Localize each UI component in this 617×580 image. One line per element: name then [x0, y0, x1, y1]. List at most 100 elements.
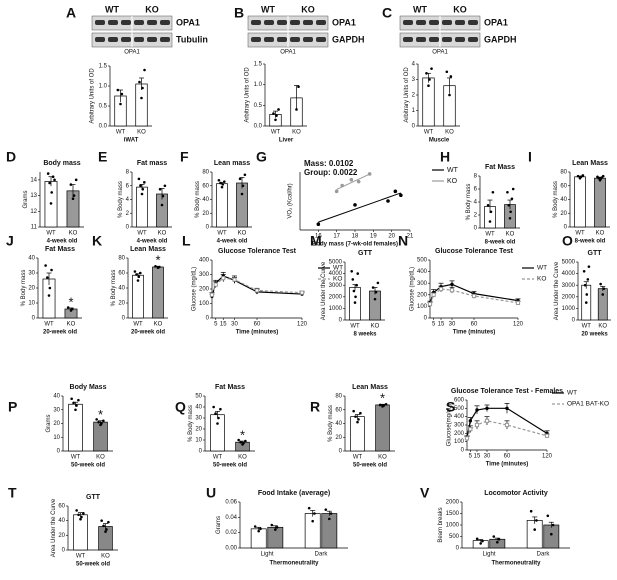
x-tick-label: 16 [315, 234, 322, 240]
x-tick-label: WT [575, 231, 585, 237]
x-axis-label: Time (minutes) [486, 462, 529, 468]
y-tick-label: 5000 [329, 260, 343, 266]
data-point [243, 173, 247, 177]
x-axis-label: 8 weeks [353, 332, 377, 338]
y-axis-label: Grams [216, 516, 222, 534]
blot-band [95, 37, 105, 42]
data-point [316, 222, 321, 226]
data-point [438, 286, 444, 292]
data-point [275, 526, 279, 529]
legend-label: OPA1 BAT-KO [567, 401, 609, 408]
y-tick-label: 3 [412, 77, 416, 83]
data-point [313, 512, 316, 515]
panel-title: GTT [358, 250, 373, 257]
blot-band [468, 37, 478, 42]
data-point [138, 80, 141, 84]
y-tick-label: 40 [560, 197, 567, 203]
panel-title: GTT [588, 250, 603, 257]
blot-band [108, 20, 118, 25]
y-tick-label: 300 [417, 281, 428, 287]
legend-label: KO [447, 178, 458, 185]
data-point [49, 202, 53, 205]
x-tick-label: KO [238, 455, 247, 461]
data-point [244, 439, 247, 443]
data-point [102, 524, 105, 528]
y-tick-label: 300 [454, 423, 465, 429]
legend-label: KO [333, 276, 342, 283]
y-tick-label: 1000 [562, 306, 576, 312]
x-tick-label: KO [154, 322, 163, 328]
data-point [242, 442, 245, 445]
data-point [221, 183, 225, 186]
y-tick-label: 0 [456, 546, 460, 552]
x-tick-label: 5 [469, 454, 473, 460]
bar [93, 421, 108, 452]
y-tick-label: 40 [202, 197, 209, 203]
data-point [507, 203, 511, 207]
lane-label: WT [261, 4, 275, 14]
y-tick-label: 13 [30, 193, 37, 199]
panel-title: Glucose Tolerance Test - Females [451, 388, 563, 395]
data-point [140, 96, 143, 100]
data-point [259, 527, 262, 531]
y-axis-label: % Body mass [328, 405, 334, 442]
y-tick-label: 100 [454, 439, 465, 445]
panel-letter: F [180, 149, 189, 165]
data-point [354, 295, 357, 299]
data-point [297, 85, 300, 89]
bar [68, 403, 83, 452]
x-tick-label: WT [44, 322, 54, 328]
lane-label: KO [453, 4, 467, 14]
significance: * [68, 294, 73, 309]
blot-band [416, 37, 426, 42]
lane-label: KO [301, 4, 315, 14]
data-point [599, 282, 602, 286]
significance: * [380, 391, 385, 406]
y-tick-label: 14 [30, 177, 37, 183]
data-point [253, 525, 257, 528]
y-tick-label: 5000 [562, 260, 576, 266]
bar [210, 414, 225, 452]
data-point [136, 279, 140, 282]
band-label: OPA1 [176, 17, 200, 27]
data-point [311, 519, 314, 523]
series-line [211, 277, 303, 296]
panel-title: Fat Mass [45, 246, 75, 253]
y-tick-label: 400 [454, 414, 465, 420]
y-tick-label: 20 [28, 286, 35, 292]
y-tick-label: 0 [62, 548, 66, 554]
data-point [340, 183, 344, 188]
data-point [139, 184, 142, 188]
data-point [97, 420, 100, 424]
y-axis-label: Area Under the Curve [554, 261, 560, 320]
panel-letter: I [528, 149, 532, 165]
data-point [50, 191, 54, 194]
y-axis-label: Arbitrary Units of OD [404, 67, 410, 123]
y-tick-label: 80 [560, 170, 567, 176]
data-point [386, 199, 390, 203]
data-point [214, 412, 217, 415]
y-tick-label: 200 [454, 431, 465, 437]
y-tick-label: 1.5 [254, 62, 263, 68]
data-point [393, 189, 398, 194]
data-point [299, 290, 305, 295]
blot-band [442, 37, 452, 42]
data-point [119, 102, 122, 106]
data-point [75, 509, 78, 512]
data-point [143, 181, 146, 184]
y-tick-label: 0.0 [99, 124, 108, 130]
blot-band [416, 20, 426, 25]
data-point [77, 513, 80, 517]
y-axis-label: % Body mass [466, 184, 472, 221]
data-point [485, 406, 489, 411]
panel-title: Lean Mass [130, 246, 166, 253]
data-point [505, 406, 509, 411]
blot-band [147, 20, 157, 25]
y-tick-label: 60 [560, 183, 567, 189]
y-tick-label: 3000 [329, 283, 343, 289]
y-tick-label: 4000 [329, 271, 343, 277]
x-tick-label: KO [371, 324, 380, 330]
blot-band [134, 20, 144, 25]
data-point [431, 292, 436, 297]
x-tick-label: WT [137, 231, 147, 237]
